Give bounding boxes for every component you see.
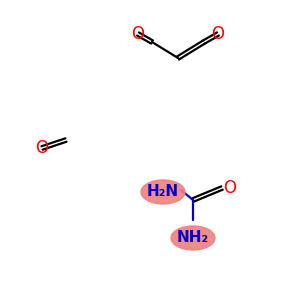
Text: O: O bbox=[212, 25, 224, 43]
Text: O: O bbox=[35, 139, 49, 157]
Text: NH₂: NH₂ bbox=[177, 230, 209, 245]
Text: O: O bbox=[131, 25, 145, 43]
Text: H₂N: H₂N bbox=[147, 184, 179, 200]
Text: O: O bbox=[224, 179, 236, 197]
Ellipse shape bbox=[171, 226, 215, 250]
Ellipse shape bbox=[141, 180, 185, 204]
